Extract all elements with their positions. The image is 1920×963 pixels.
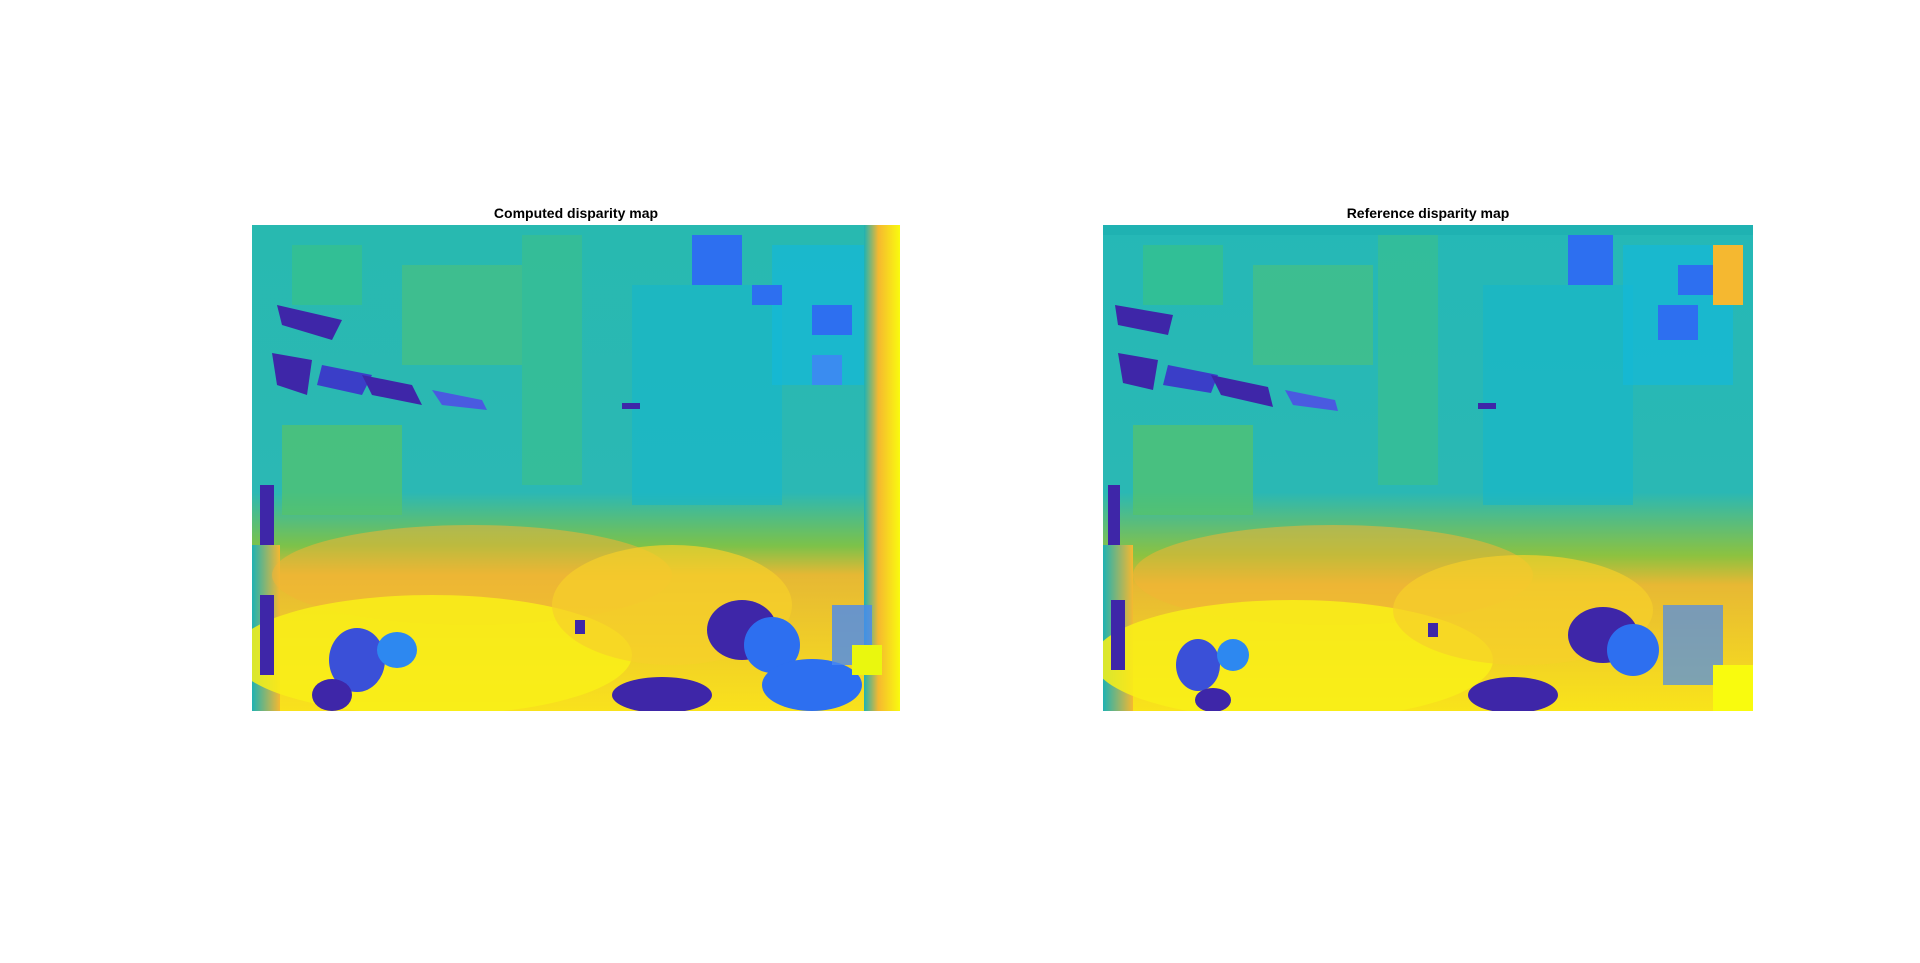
computed-disparity-title: Computed disparity map xyxy=(493,205,659,221)
reference-disparity-panel: Reference disparity map xyxy=(1103,203,1753,711)
computed-disparity-panel: Computed disparity map xyxy=(252,203,900,711)
computed-disparity-heatmap xyxy=(252,225,900,711)
reference-disparity-image xyxy=(1103,225,1753,711)
reference-disparity-title: Reference disparity map xyxy=(1346,205,1510,221)
computed-disparity-image xyxy=(252,225,900,711)
reference-disparity-heatmap xyxy=(1103,225,1753,711)
